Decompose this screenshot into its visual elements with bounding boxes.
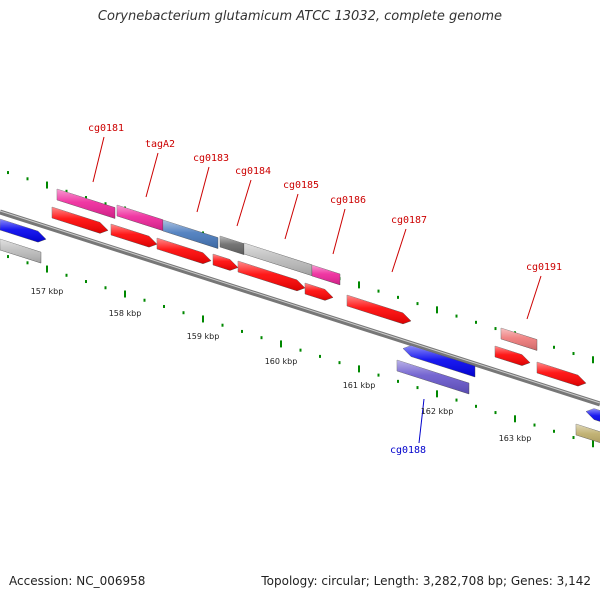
gene-arrow-cg0188[interactable]: [402, 345, 476, 378]
gene-box-olive[interactable]: [575, 423, 600, 446]
gene-arrow-blue-left[interactable]: [0, 218, 47, 243]
gene-arrow-blue-right[interactable]: [585, 408, 600, 425]
gene-arrow-cg0187[interactable]: [346, 294, 412, 325]
leader-line: [332, 208, 346, 255]
gene-label-cg0184[interactable]: cg0184: [235, 166, 271, 177]
gene-label-cg0183[interactable]: cg0183: [193, 153, 229, 164]
gene-arrow-cds[interactable]: [237, 260, 306, 292]
gene-label-cg0188[interactable]: cg0188: [390, 445, 426, 456]
gene-box-taga2[interactable]: [116, 204, 164, 231]
scale-label: 157 kbp: [31, 287, 64, 296]
leader-line: [526, 275, 542, 320]
scale-label: 162 kbp: [421, 407, 454, 416]
leader-line: [418, 398, 425, 444]
map-title: Corynebacterium glutamicum ATCC 13032, c…: [97, 9, 503, 24]
gene-box-cg0183[interactable]: [162, 219, 219, 249]
scale-label: 161 kbp: [343, 381, 376, 390]
gene-box-purple[interactable]: [396, 359, 470, 395]
gene-label-cg0191[interactable]: cg0191: [526, 262, 562, 273]
gene-box-gray-left[interactable]: [0, 238, 42, 264]
gene-arrow-cds[interactable]: [110, 223, 158, 248]
gene-labels[interactable]: cg0181 tagA2 cg0183 cg0184 cg0185 cg0186 cg018…: [88, 123, 562, 456]
gene-box-cg0186[interactable]: [311, 264, 341, 286]
leader-line: [92, 136, 105, 183]
gene-box-cg0181[interactable]: [56, 188, 116, 219]
gene-label-cg0185[interactable]: cg0185: [283, 180, 319, 191]
genome-backbone: [0, 209, 600, 407]
gene-arrow-cds[interactable]: [304, 282, 334, 301]
leader-line: [236, 179, 252, 227]
gene-arrow-cds[interactable]: [212, 253, 239, 271]
genome-summary: Topology: circular; Length: 3,282,708 bp…: [261, 574, 591, 588]
scale-label: 159 kbp: [187, 332, 220, 341]
accession-label: Accession: NC_006958: [9, 574, 146, 588]
leader-line: [145, 152, 159, 198]
gene-label-cg0181[interactable]: cg0181: [88, 123, 124, 134]
gene-arrow-cds[interactable]: [536, 361, 587, 387]
gene-features[interactable]: [0, 188, 600, 446]
scale-labels: 157 kbp 158 kbp 159 kbp 160 kbp 161 kbp 162 k…: [31, 287, 532, 443]
gene-box-cg0191[interactable]: [500, 327, 538, 351]
leader-line: [196, 166, 210, 213]
leader-line: [284, 193, 299, 240]
gene-label-taga2[interactable]: tagA2: [145, 139, 175, 150]
scale-label: 158 kbp: [109, 309, 142, 318]
gene-label-cg0186[interactable]: cg0186: [330, 195, 366, 206]
gene-box-cg0184[interactable]: [219, 235, 245, 255]
tick-track-lower: [7, 255, 594, 448]
gene-arrow-cds[interactable]: [51, 206, 109, 234]
gene-arrow-cds[interactable]: [156, 237, 212, 264]
leader-line: [391, 228, 407, 273]
gene-arrow-cds[interactable]: [494, 345, 531, 366]
scale-label: 160 kbp: [265, 357, 298, 366]
gene-label-cg0187[interactable]: cg0187: [391, 215, 427, 226]
scale-label: 163 kbp: [499, 434, 532, 443]
